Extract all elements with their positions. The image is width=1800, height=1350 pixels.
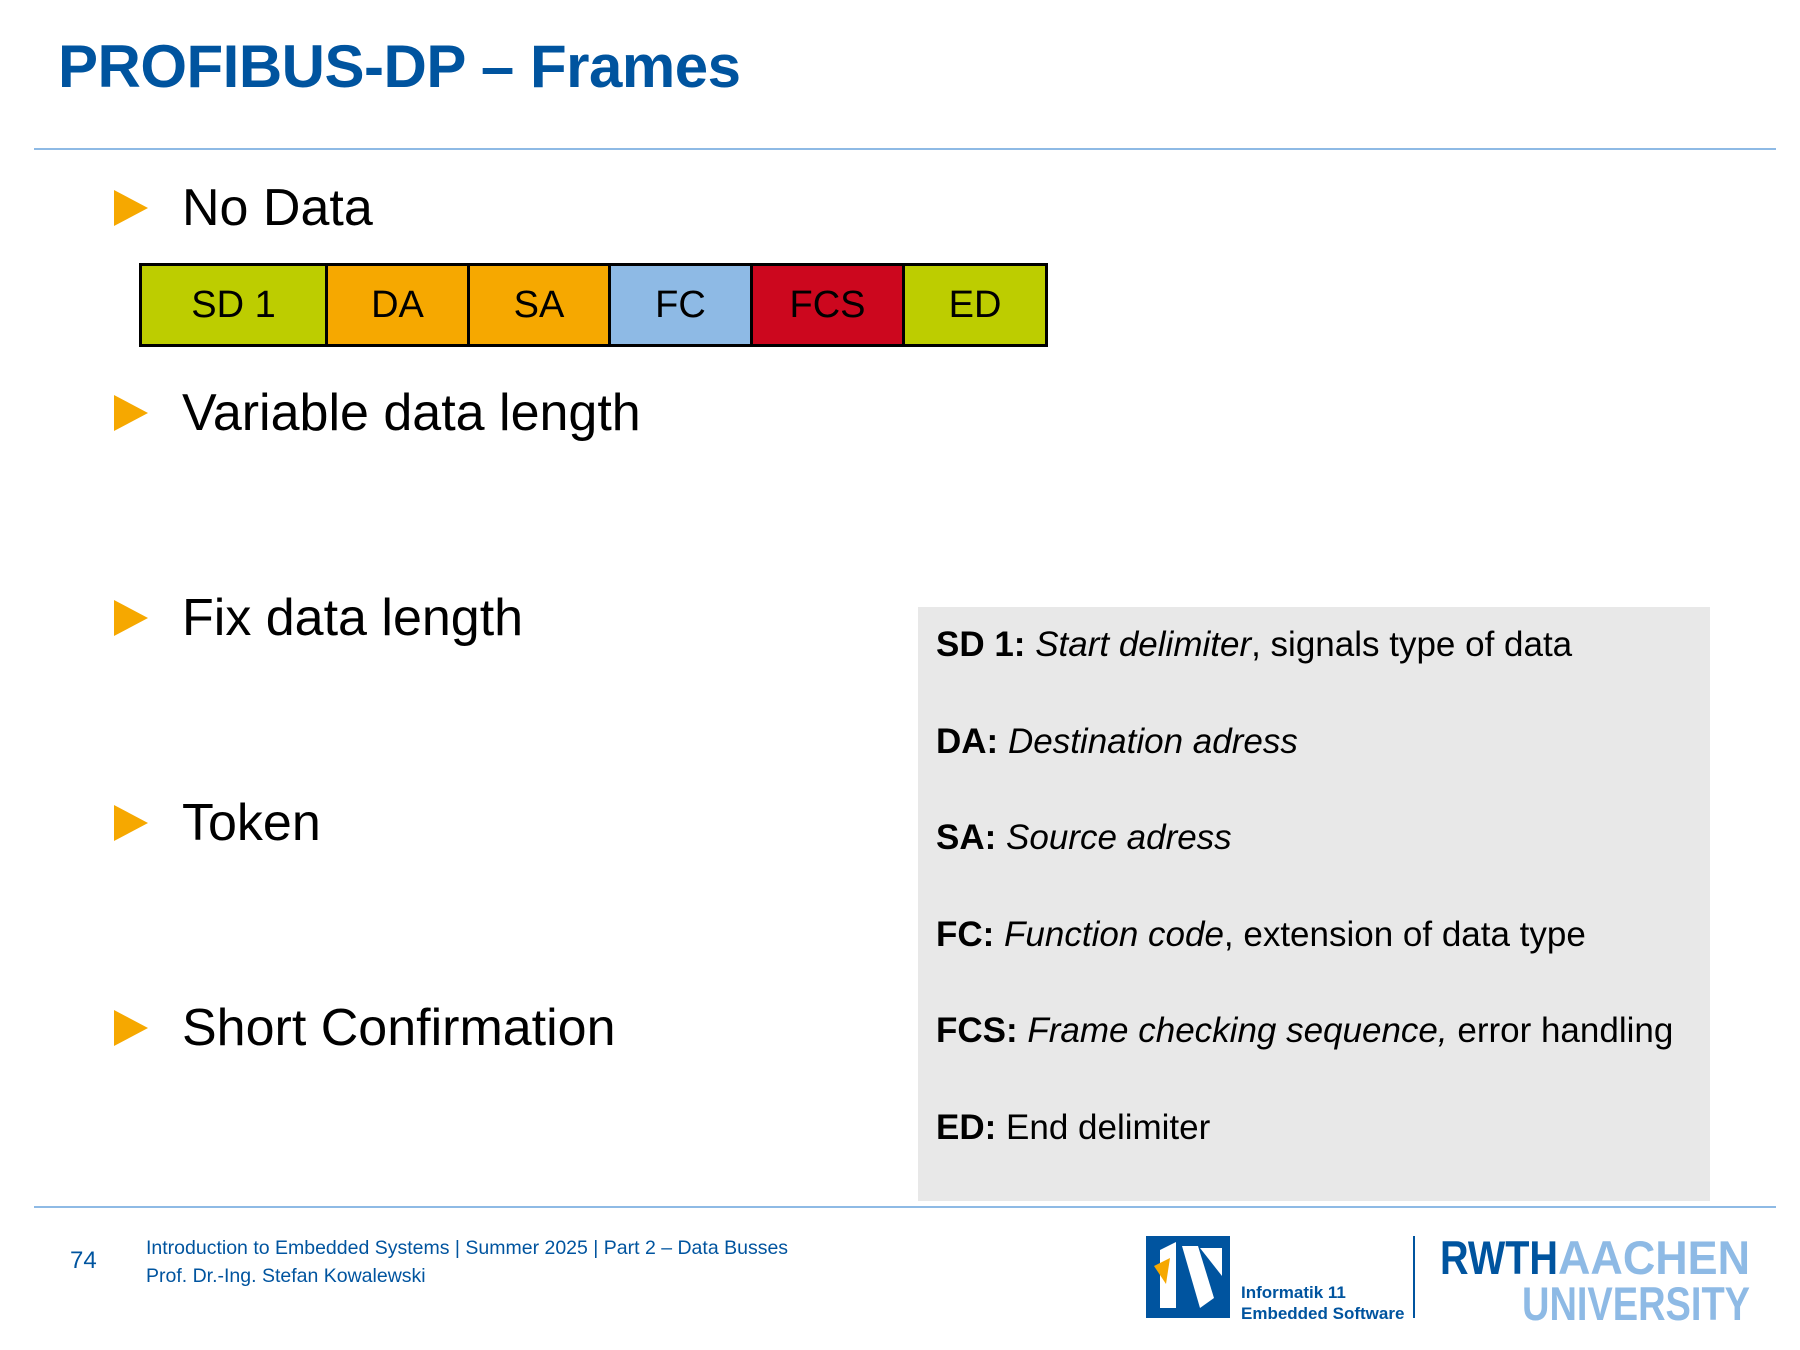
institute-line-1: Informatik 11: [1241, 1283, 1346, 1302]
title-divider: [34, 148, 1776, 150]
legend-row-ed: ED: End delimiter: [936, 1108, 1710, 1205]
legend-description: , signals type of data: [1251, 625, 1573, 664]
rwth-word-1: RWTH: [1440, 1234, 1558, 1284]
frame-field-ed: ED: [905, 266, 1045, 344]
legend-description: , extension of data type: [1223, 914, 1586, 954]
legend-row-fcs: FCS: Frame checking sequence, error hand…: [936, 1011, 1710, 1108]
legend-expansion: Frame checking sequence,: [1027, 1011, 1448, 1050]
frame-field-fc: FC: [611, 266, 753, 344]
legend-term: FCS:: [936, 1011, 1018, 1050]
frame-field-sa: SA: [470, 266, 611, 344]
bullet-label: Variable data length: [182, 384, 641, 442]
bullet-label: Token: [182, 794, 321, 852]
bullet-token: Token: [114, 793, 321, 853]
frame-field-fcs: FCS: [753, 266, 905, 344]
legend-term: ED:: [936, 1107, 997, 1147]
legend-term: DA:: [936, 721, 999, 761]
legend-row-sa: SA: Source adress: [936, 818, 1710, 915]
institute-name: Informatik 11 Embedded Software: [1241, 1282, 1404, 1324]
bullet-fix-data-length: Fix data length: [114, 588, 523, 648]
bullet-arrow-icon: [114, 190, 148, 226]
informatik-11-logo-icon: [1146, 1236, 1230, 1318]
bullet-arrow-icon: [114, 600, 148, 636]
legend-row-sd1: SD 1: Start delimiter, signals type of d…: [936, 625, 1710, 722]
footer-course-line: Introduction to Embedded Systems | Summe…: [146, 1237, 789, 1259]
legend-expansion: Function code: [1004, 914, 1224, 954]
logo-separator: [1413, 1236, 1415, 1318]
legend-term: SD 1:: [936, 625, 1026, 664]
footer-divider: [34, 1206, 1776, 1208]
frame-field-sd1: SD 1: [142, 266, 328, 344]
rwth-word-2: AACHEN: [1558, 1234, 1750, 1284]
legend-expansion: Source adress: [1006, 818, 1232, 857]
rwth-aachen-logo-icon: RWTH AACHEN UNIVERSITY: [1440, 1234, 1750, 1322]
legend-description: End delimiter: [1006, 1107, 1211, 1147]
legend-row-da: DA: Destination adress: [936, 722, 1710, 819]
slide-title: PROFIBUS-DP – Frames: [58, 33, 741, 100]
rwth-word-3: UNIVERSITY: [1522, 1277, 1750, 1322]
bullet-arrow-icon: [114, 805, 148, 841]
frame-field-da: DA: [328, 266, 470, 344]
legend-expansion: Start delimiter: [1035, 625, 1252, 664]
legend-row-fc: FC: Function code, extension of data typ…: [936, 915, 1710, 1012]
field-legend-box: SD 1: Start delimiter, signals type of d…: [918, 607, 1710, 1201]
bullet-arrow-icon: [114, 395, 148, 431]
footer-author-line: Prof. Dr.-Ing. Stefan Kowalewski: [146, 1265, 426, 1287]
bullet-arrow-icon: [114, 1010, 148, 1046]
bullet-label: Short Confirmation: [182, 999, 616, 1057]
legend-term: FC:: [936, 914, 995, 954]
frame-no-data-diagram: SD 1 DA SA FC FCS ED: [139, 263, 1048, 347]
bullet-variable-data-length: Variable data length: [114, 383, 641, 443]
bullet-label: No Data: [182, 179, 373, 237]
bullet-label: Fix data length: [182, 589, 524, 647]
legend-expansion: Destination adress: [1007, 721, 1298, 761]
page-number: 74: [70, 1247, 97, 1274]
legend-description: error handling: [1447, 1011, 1674, 1050]
legend-term: SA:: [936, 818, 997, 857]
footer-text: Introduction to Embedded Systems | Summe…: [146, 1234, 788, 1290]
institute-line-2: Embedded Software: [1241, 1304, 1405, 1323]
bullet-no-data: No Data: [114, 178, 373, 238]
bullet-short-confirmation: Short Confirmation: [114, 998, 616, 1058]
